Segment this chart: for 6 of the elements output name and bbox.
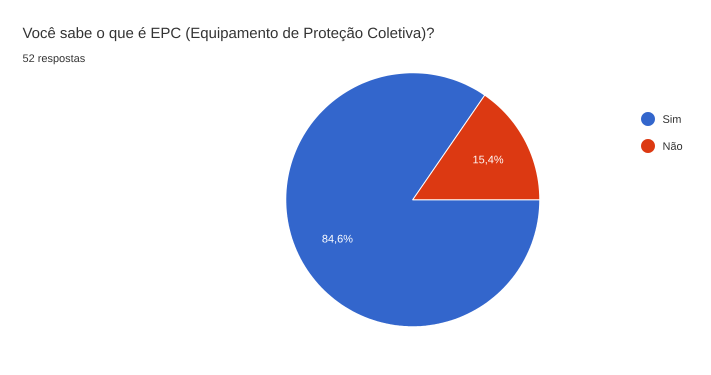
data-label: 84,6% bbox=[322, 234, 353, 244]
text: 52 respostas bbox=[22, 54, 85, 64]
legend-label: Não bbox=[663, 142, 682, 150]
legend-label: Sim bbox=[663, 114, 681, 124]
data-label: 15,4% bbox=[473, 156, 504, 165]
chart-title: Você sabe o que é EPC (Equipamento de Proteção Coletiva)? bbox=[22, 27, 434, 42]
